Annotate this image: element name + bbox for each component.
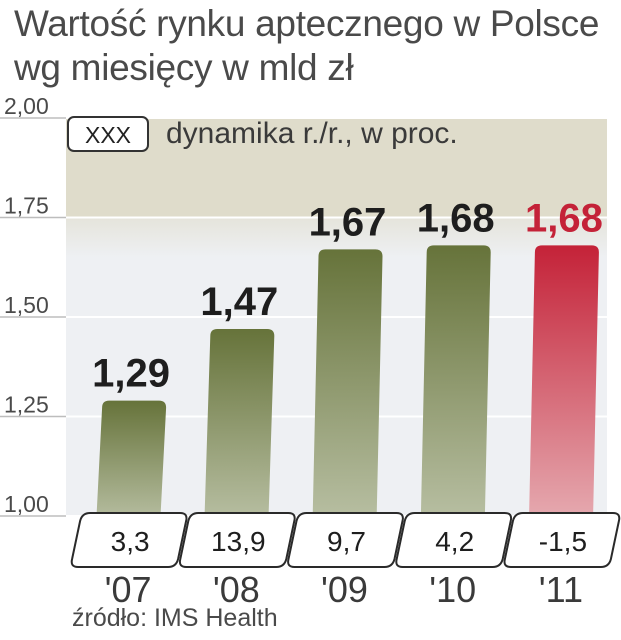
ytick-label: 1,75 — [4, 193, 49, 219]
bar — [96, 400, 167, 524]
category-label: '09 — [321, 569, 368, 610]
legend-box-label: XXX — [85, 122, 131, 148]
category-label: '07 — [105, 569, 152, 610]
ytick-label: 1,00 — [4, 491, 49, 517]
growth-label: 13,9 — [211, 526, 266, 557]
legend-box — [67, 116, 149, 152]
source-note: źródło: IMS Health — [72, 604, 278, 632]
category-label: '10 — [429, 569, 476, 610]
ytick-label: 1,50 — [4, 292, 49, 318]
category-label: '11 — [539, 569, 583, 610]
value-label: 1,47 — [200, 280, 278, 324]
value-label: 1,68 — [525, 196, 603, 240]
growth-box — [395, 512, 513, 568]
value-label: 1,67 — [309, 200, 387, 244]
ytick-label: 2,00 — [4, 93, 49, 119]
bar — [204, 328, 275, 524]
growth-box — [70, 512, 188, 568]
chart-title-block: Wartość rynku aptecznego w Polsce wg mie… — [14, 2, 614, 90]
legend-text: dynamika r./r., w proc. — [166, 117, 458, 150]
category-label: '08 — [213, 569, 260, 610]
growth-box — [287, 512, 404, 568]
ytick-label: 1,25 — [4, 392, 49, 418]
growth-label: -1,5 — [539, 526, 587, 557]
bar — [528, 245, 599, 525]
bar — [420, 245, 491, 525]
value-label: 1,29 — [92, 352, 170, 396]
chart-subtitle: wg miesięcy w mld zł — [14, 47, 354, 88]
growth-label: 9,7 — [327, 526, 366, 557]
growth-label: 4,2 — [435, 526, 474, 557]
growth-box — [178, 512, 296, 568]
top-band — [66, 118, 607, 218]
chart-title: Wartość rynku aptecznego w Polsce — [14, 3, 600, 44]
growth-label: 3,3 — [111, 526, 150, 557]
value-label: 1,68 — [417, 196, 495, 240]
bar — [312, 249, 383, 524]
growth-box — [503, 512, 621, 568]
